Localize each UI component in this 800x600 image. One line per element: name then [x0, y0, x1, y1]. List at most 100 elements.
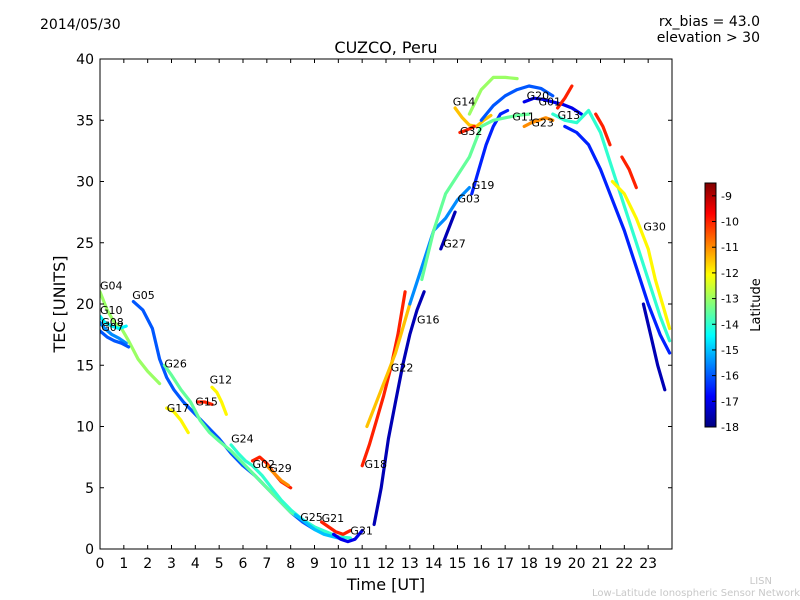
series-line-g23 [522, 116, 555, 129]
satellite-label: G25 [300, 511, 323, 524]
y-tick-label: 5 [85, 481, 94, 497]
y-tick-label: 15 [76, 358, 94, 374]
x-tick-label: 16 [472, 556, 490, 572]
y-tick-label: 40 [76, 52, 94, 68]
y-tick-label: 0 [85, 542, 94, 558]
colorbar [704, 182, 717, 428]
series-line-g22 [365, 302, 412, 429]
x-tick-label: 19 [544, 556, 562, 572]
series-line-g15 [196, 400, 214, 406]
satellite-label: G17 [167, 402, 190, 415]
series-line-g06 [551, 108, 672, 343]
series-line-g10 [100, 314, 128, 331]
colorbar-tick-label: -18 [721, 421, 739, 434]
x-tick-label: 4 [191, 556, 200, 572]
colorbar-tick-label: -16 [721, 370, 739, 383]
x-tick-label: 10 [329, 556, 347, 572]
series-line-g34 [620, 155, 638, 190]
colorbar-tick-label: -17 [721, 395, 739, 408]
series-line-g01 [522, 96, 584, 116]
x-tick-label: 7 [262, 556, 271, 572]
x-tick-label: 2 [143, 556, 152, 572]
satellite-label: G31 [350, 524, 373, 537]
x-tick-label: 8 [286, 556, 295, 572]
satellite-label: G08 [101, 316, 124, 329]
rx-bias-label: rx_bias = 43.0 [658, 14, 760, 30]
elevation-label: elevation > 30 [656, 30, 760, 46]
satellite-label: G07 [101, 321, 124, 334]
series-line-g17 [165, 406, 190, 435]
colorbar-label: Latitude [749, 278, 764, 332]
x-tick-label: 20 [568, 556, 586, 572]
colorbar-tick-label: -12 [721, 267, 739, 280]
x-tick-label: 3 [167, 556, 176, 572]
satellite-label: G05 [132, 289, 155, 302]
x-tick-label: 17 [496, 556, 514, 572]
satellite-label: G30 [643, 221, 666, 234]
footer-network-short: LISN [749, 576, 772, 587]
series-line-g30 [610, 179, 672, 331]
x-tick-label: 11 [353, 556, 371, 572]
footer-network-name: Low-Latitude Ionospheric Sensor Network [592, 588, 800, 599]
x-tick-label: 5 [215, 556, 224, 572]
satellite-label: G02 [253, 458, 276, 471]
series-line-g07 [100, 329, 131, 349]
y-tick-label: 30 [76, 175, 94, 191]
series-line-g26 [162, 363, 328, 535]
series-line-g28 [563, 124, 672, 355]
y-tick-label: 10 [76, 420, 94, 436]
satellite-label: G32 [460, 125, 483, 138]
satellite-label: G26 [164, 358, 187, 371]
satellite-label: G23 [531, 116, 554, 129]
series-line-g19 [470, 108, 510, 196]
series-line-g21 [320, 520, 352, 536]
colorbar-tick-label: -15 [721, 344, 739, 357]
colorbar-tick-label: -10 [721, 216, 739, 229]
x-tick-label: 22 [615, 556, 633, 572]
x-tick-label: 21 [592, 556, 610, 572]
x-tick-label: 6 [239, 556, 248, 572]
date-label: 2014/05/30 [40, 17, 121, 33]
satellite-label: G18 [365, 458, 388, 471]
satellite-label: G22 [391, 361, 414, 374]
series-line-g09 [555, 84, 574, 110]
series-line-g08 [100, 320, 128, 345]
series-line-g03 [408, 186, 471, 306]
series-line-g33 [594, 112, 612, 147]
colorbar-tick-label: -9 [721, 190, 732, 203]
satellite-label: G11 [512, 110, 535, 123]
satellite-label: G13 [558, 109, 581, 122]
series-line-g32 [458, 124, 476, 135]
series-line-g27 [439, 210, 457, 251]
colorbar-tick-label: -13 [721, 293, 739, 306]
x-tick-label: 0 [96, 556, 105, 572]
satellite-label: G27 [443, 238, 466, 251]
series-line-g04 [100, 290, 162, 386]
x-axis-label: Time [UT] [346, 575, 425, 594]
satellite-label: G20 [527, 89, 550, 102]
satellite-label: G04 [100, 279, 123, 292]
series-line-g20 [479, 84, 555, 122]
series-line-g31 [332, 528, 364, 544]
satellite-label: G15 [195, 396, 218, 409]
satellite-label: G12 [210, 374, 233, 387]
series-line-g24 [229, 443, 352, 540]
satellite-label: G19 [472, 179, 495, 192]
series-line-g13 [467, 75, 519, 116]
x-tick-label: 1 [119, 556, 128, 572]
series-line-g16 [372, 290, 426, 527]
satellite-label: G16 [417, 314, 440, 327]
series-line-g11 [420, 112, 531, 282]
x-tick-label: 23 [639, 556, 657, 572]
series-line-g05 [131, 300, 340, 539]
colorbar-tick-label: -14 [721, 318, 739, 331]
colorbar-tick-label: -11 [721, 241, 739, 254]
satellite-label: G24 [231, 432, 254, 445]
y-axis-label: TEC [UNITS] [50, 256, 69, 354]
x-tick-label: 15 [449, 556, 467, 572]
plot-frame [99, 58, 673, 550]
x-tick-label: 18 [520, 556, 538, 572]
satellite-label: G03 [458, 192, 481, 205]
satellite-label: G10 [100, 304, 123, 317]
